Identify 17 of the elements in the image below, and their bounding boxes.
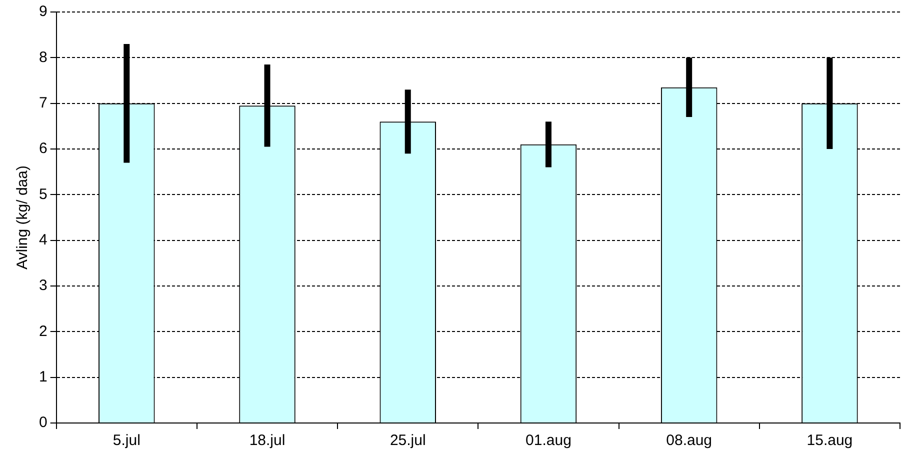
y-tick-label: 5 xyxy=(39,186,48,203)
y-tick-label: 2 xyxy=(39,322,48,340)
y-tick-label: 8 xyxy=(39,48,48,66)
x-tick-label: 25.jul xyxy=(390,432,426,450)
x-tick-label: 01.aug xyxy=(526,432,572,450)
y-axis-title: Avling (kg/ daa) xyxy=(14,166,32,270)
y-tick-label: 7 xyxy=(39,94,48,112)
y-tick-label: 9 xyxy=(39,3,48,20)
x-tick-label: 5.jul xyxy=(112,432,140,450)
x-tick-label: 18.jul xyxy=(249,432,286,450)
x-tick-label: 15.aug xyxy=(806,432,853,450)
y-tick-label: 4 xyxy=(39,231,48,248)
y-tick-label: 0 xyxy=(39,414,48,432)
y-tick-label: 6 xyxy=(39,140,48,158)
x-tick-label: 08.aug xyxy=(666,432,712,450)
y-tick-label: 3 xyxy=(39,277,48,294)
y-tick-label: 1 xyxy=(39,368,48,386)
